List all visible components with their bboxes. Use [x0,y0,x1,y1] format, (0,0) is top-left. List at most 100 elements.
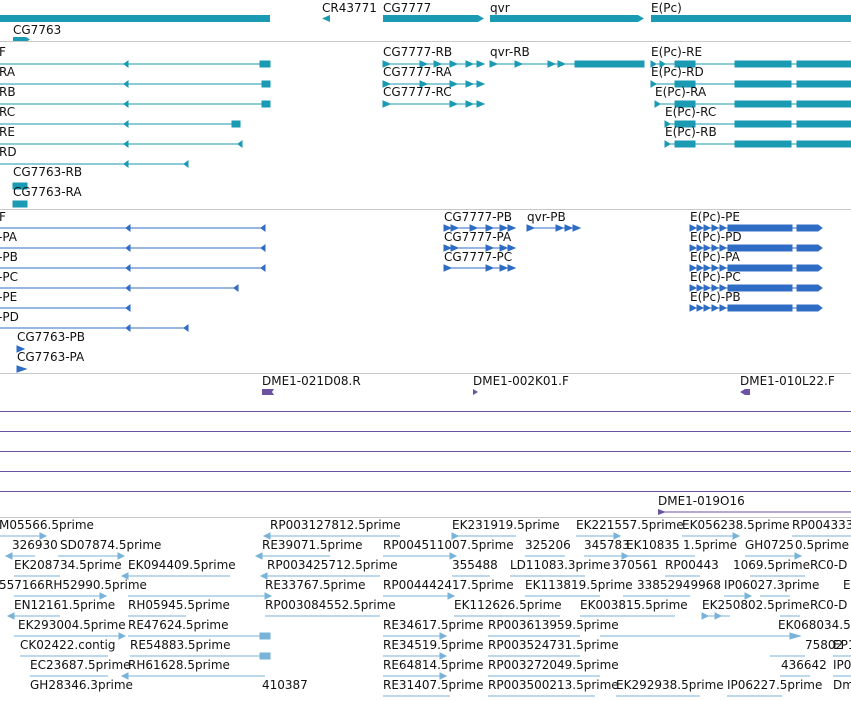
transcript-label[interactable]: qvr-PB [527,210,566,224]
est-label[interactable]: EK056238.5prime [682,518,790,532]
est-label[interactable]: RH61628.5prime [128,658,230,672]
est-label[interactable]: RC0-D [810,598,848,612]
transcript-label[interactable]: F [0,210,6,224]
est-label[interactable]: EK221557.5prime [576,518,684,532]
est-label[interactable]: E [843,578,851,592]
est-label[interactable]: EN12161.5prime [14,598,116,612]
est-label[interactable]: RP003084552.5prime [265,598,396,612]
transcript-label[interactable]: E(Pc)-PB [690,290,741,304]
transcript-label[interactable]: CG7777-RA [383,65,452,79]
clone-label[interactable]: DME1-002K01.F [473,374,569,388]
transcript-label[interactable]: E(Pc)-RC [665,105,717,119]
gene-label[interactable]: qvr [490,1,510,15]
est-label[interactable]: IP0 [833,658,851,672]
transcript-label[interactable]: RD [0,145,17,159]
transcript-label[interactable]: CG7763-PA [17,350,85,364]
transcript-label[interactable]: CG7777-PB [444,210,513,224]
transcript-label[interactable]: RE [0,125,15,139]
est-label[interactable]: IP06227.5prime [727,678,823,692]
est-label[interactable]: RP003425712.5prime [267,558,398,572]
est-label[interactable]: 436642 [781,658,827,672]
transcript-label[interactable]: E(Pc)-PE [690,210,740,224]
transcript-label[interactable]: -PE [0,290,18,304]
clone-label[interactable]: DME1-021D08.R [262,374,361,388]
transcript-label[interactable]: CG7777-RC [383,85,452,99]
est-label[interactable]: EK293004.5prime [18,618,126,632]
clone-label[interactable]: DME1-019O16 [658,494,745,508]
est-label[interactable]: RP003613959.5prime [488,618,619,632]
est-label[interactable]: RP003500213.5prime [488,678,619,692]
gene-label[interactable]: CG7777 [383,1,432,15]
est-label[interactable]: RE34519.5prime [383,638,484,652]
transcript-label[interactable]: -PD [0,310,19,324]
transcript-label[interactable]: E(Pc)-RB [665,125,717,139]
transcript-label[interactable]: CG7763-RB [13,165,83,179]
transcript-label[interactable]: F [0,45,6,59]
est-label[interactable]: 1.5prime [683,538,738,552]
est-label[interactable]: RC0-D [810,558,848,572]
est-label[interactable]: RE39071.5prime [262,538,363,552]
est-label[interactable]: RP003272049.5prime [488,658,619,672]
est-label[interactable]: SD07874.5prime [60,538,162,552]
est-label[interactable]: 0.5prime [795,538,850,552]
est-label[interactable]: 326930 [12,538,58,552]
est-label[interactable]: EK113819.5prime [525,578,633,592]
est-label[interactable]: 370561 [612,558,658,572]
transcript-label[interactable]: CG7777-PC [444,250,513,264]
gene-label[interactable]: CG7763 [13,23,62,37]
est-label[interactable]: EK068034.5 [778,618,851,632]
est-label[interactable]: 1069.5prime [733,558,810,572]
est-label[interactable]: EK112626.5prime [454,598,562,612]
est-label[interactable]: RP003127812.5prime [270,518,401,532]
est-label[interactable]: EK10835 [626,538,680,552]
transcript-label[interactable]: -PB [0,250,18,264]
est-label[interactable]: RE47624.5prime [128,618,229,632]
est-label[interactable]: 355488 [452,558,498,572]
est-label[interactable]: RE33767.5prime [265,578,366,592]
transcript-label[interactable]: -PC [0,270,18,284]
est-label[interactable]: 557166 [0,578,45,592]
est-label[interactable]: RE34617.5prime [383,618,484,632]
est-label[interactable]: EK231919.5prime [452,518,560,532]
est-label[interactable]: GH0725 [745,538,794,552]
clone-label[interactable]: DME1-010L22.F [740,374,835,388]
transcript-label[interactable]: RB [0,85,16,99]
transcript-label[interactable]: CG7777-RB [383,45,453,59]
est-label[interactable]: M05566.5prime [0,518,94,532]
est-label[interactable]: EK250802.5prime [702,598,810,612]
gene-label[interactable]: E(Pc) [651,1,682,15]
est-label[interactable]: 33852949968 [637,578,721,592]
transcript-label[interactable]: qvr-RB [490,45,530,59]
est-label[interactable]: EK208734.5prime [14,558,122,572]
transcript-label[interactable]: E(Pc)-PC [690,270,741,284]
est-label[interactable]: 75802 [805,638,844,652]
transcript-label[interactable]: E(Pc)-PA [690,250,740,264]
transcript-label[interactable]: RA [0,65,16,79]
est-label[interactable]: Dm [833,678,851,692]
est-label[interactable]: RE64814.5prime [383,658,484,672]
est-label[interactable]: EP16 [833,638,851,652]
est-label[interactable]: EK292938.5prime [616,678,724,692]
est-label[interactable]: RP003524731.5prime [488,638,619,652]
transcript-label[interactable]: E(Pc)-RD [651,65,704,79]
transcript-label[interactable]: CG7763-RA [13,185,82,199]
est-label[interactable]: RP00443 [665,558,719,572]
transcript-label[interactable]: E(Pc)-PD [690,230,742,244]
est-label[interactable]: RP004442417.5prime [383,578,514,592]
est-label[interactable]: RP004511007.5prime [383,538,514,552]
transcript-label[interactable]: CG7763-PB [17,330,86,344]
est-label[interactable]: RH52990.5prime [45,578,147,592]
transcript-label[interactable]: E(Pc)-RA [655,85,707,99]
gene-label[interactable]: CR43771 [322,1,377,15]
est-label[interactable]: IP06027.3prime [724,578,820,592]
est-label[interactable]: RE54883.5prime [130,638,231,652]
transcript-label[interactable]: CG7777-PA [444,230,512,244]
est-label[interactable]: 345783 [584,538,630,552]
transcript-label[interactable]: E(Pc)-RE [651,45,703,59]
est-label[interactable]: LD11083.3prime [510,558,611,572]
est-label[interactable]: EK003815.5prime [580,598,688,612]
est-label[interactable]: CK02422.contig [20,638,116,652]
est-label[interactable]: EC23687.5prime [30,658,131,672]
transcript-label[interactable]: RC [0,105,16,119]
est-label[interactable]: RP004333 [792,518,851,532]
